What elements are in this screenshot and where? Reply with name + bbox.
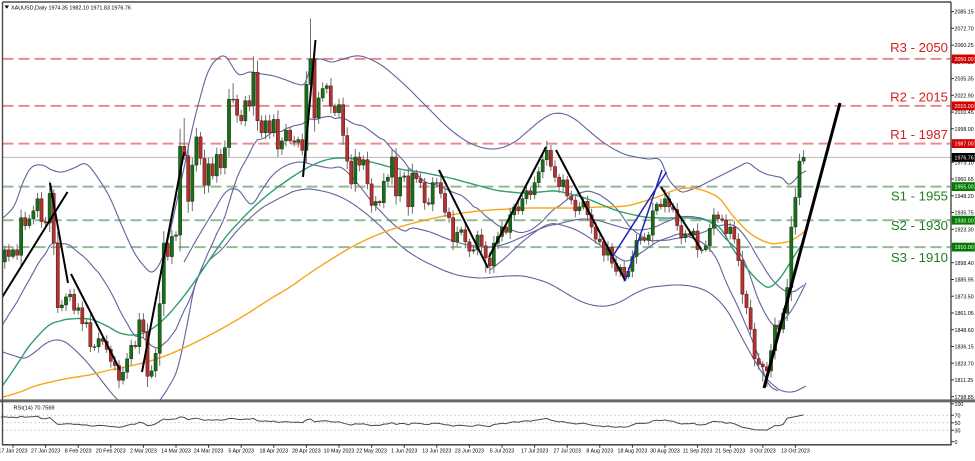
svg-text:1811.25: 1811.25 bbox=[955, 378, 974, 384]
svg-text:2050.00: 2050.00 bbox=[955, 57, 974, 63]
svg-text:1848.60: 1848.60 bbox=[955, 328, 974, 334]
svg-text:17 Jan 2023: 17 Jan 2023 bbox=[0, 449, 28, 455]
svg-text:1898.40: 1898.40 bbox=[955, 261, 974, 267]
svg-text:1 Jun 2023: 1 Jun 2023 bbox=[391, 449, 417, 455]
svg-text:2022.90: 2022.90 bbox=[955, 93, 974, 99]
svg-text:2085.15: 2085.15 bbox=[955, 10, 974, 16]
svg-text:8 Feb 2023: 8 Feb 2023 bbox=[65, 449, 92, 455]
svg-text:2035.35: 2035.35 bbox=[955, 77, 974, 83]
svg-text:S3 - 1910: S3 - 1910 bbox=[891, 250, 948, 265]
svg-text:RSI(14) 70.7569: RSI(14) 70.7569 bbox=[14, 406, 55, 412]
svg-text:30: 30 bbox=[955, 428, 961, 434]
svg-text:28 Apr 2023: 28 Apr 2023 bbox=[292, 449, 321, 455]
svg-text:13 Oct 2023: 13 Oct 2023 bbox=[781, 449, 810, 455]
svg-text:1823.70: 1823.70 bbox=[955, 361, 974, 367]
svg-text:5 Apr 2023: 5 Apr 2023 bbox=[228, 449, 254, 455]
svg-text:1910.00: 1910.00 bbox=[955, 245, 974, 251]
svg-text:1960.65: 1960.65 bbox=[955, 177, 974, 183]
svg-text:23 Jun 2023: 23 Jun 2023 bbox=[455, 449, 484, 455]
svg-text:100: 100 bbox=[955, 402, 964, 408]
svg-text:2015.00: 2015.00 bbox=[955, 104, 974, 110]
svg-text:R2 - 2015: R2 - 2015 bbox=[890, 90, 948, 105]
svg-text:17 Jul 2023: 17 Jul 2023 bbox=[521, 449, 548, 455]
svg-text:1873.50: 1873.50 bbox=[955, 294, 974, 300]
svg-text:0: 0 bbox=[955, 440, 958, 446]
svg-text:1923.30: 1923.30 bbox=[955, 227, 974, 233]
svg-text:11 Sep 2023: 11 Sep 2023 bbox=[683, 449, 713, 455]
svg-text:18 Apr 2023: 18 Apr 2023 bbox=[260, 449, 289, 455]
svg-text:1973.10: 1973.10 bbox=[955, 160, 974, 166]
svg-text:1935.75: 1935.75 bbox=[955, 211, 974, 217]
svg-text:1861.05: 1861.05 bbox=[955, 311, 974, 317]
svg-text:50: 50 bbox=[955, 421, 961, 427]
svg-text:18 Aug 2023: 18 Aug 2023 bbox=[618, 449, 648, 455]
svg-text:8 Aug 2023: 8 Aug 2023 bbox=[586, 449, 613, 455]
svg-text:14 Mar 2023: 14 Mar 2023 bbox=[161, 449, 191, 455]
svg-text:22 May 2023: 22 May 2023 bbox=[356, 449, 387, 455]
svg-text:5 Jul 2023: 5 Jul 2023 bbox=[490, 449, 514, 455]
svg-text:R1 - 1987: R1 - 1987 bbox=[890, 127, 948, 142]
svg-text:13 Jun 2023: 13 Jun 2023 bbox=[422, 449, 451, 455]
svg-text:1798.85: 1798.85 bbox=[955, 395, 974, 401]
svg-text:1987.00: 1987.00 bbox=[955, 142, 974, 148]
svg-text:1836.15: 1836.15 bbox=[955, 345, 974, 351]
svg-text:XAUUSD,Daily 1974.35 1982.10: XAUUSD,Daily 1974.35 1982.10 1971.83 197… bbox=[11, 5, 131, 11]
svg-text:1930.00: 1930.00 bbox=[955, 218, 974, 224]
svg-text:70: 70 bbox=[955, 413, 961, 419]
svg-text:1885.95: 1885.95 bbox=[955, 278, 974, 284]
svg-text:10 May 2023: 10 May 2023 bbox=[324, 449, 355, 455]
svg-text:2 Mar 2023: 2 Mar 2023 bbox=[130, 449, 157, 455]
svg-text:S2 - 1930: S2 - 1930 bbox=[891, 218, 948, 233]
svg-text:27 Jan 2023: 27 Jan 2023 bbox=[31, 449, 60, 455]
svg-text:21 Sep 2023: 21 Sep 2023 bbox=[715, 449, 745, 455]
svg-text:20 Feb 2023: 20 Feb 2023 bbox=[96, 449, 126, 455]
svg-text:30 Aug 2023: 30 Aug 2023 bbox=[650, 449, 680, 455]
svg-text:R3 - 2050: R3 - 2050 bbox=[890, 40, 948, 55]
svg-text:3 Oct 2023: 3 Oct 2023 bbox=[750, 449, 776, 455]
svg-text:24 Mar 2023: 24 Mar 2023 bbox=[194, 449, 224, 455]
svg-text:2060.25: 2060.25 bbox=[955, 43, 974, 49]
svg-text:2072.70: 2072.70 bbox=[955, 26, 974, 32]
svg-text:2010.45: 2010.45 bbox=[955, 110, 974, 116]
svg-text:1948.20: 1948.20 bbox=[955, 194, 974, 200]
svg-text:1998.00: 1998.00 bbox=[955, 127, 974, 133]
svg-text:1955.00: 1955.00 bbox=[955, 185, 974, 191]
svg-text:27 Jul 2023: 27 Jul 2023 bbox=[554, 449, 581, 455]
svg-text:S1 - 1955: S1 - 1955 bbox=[891, 189, 948, 204]
svg-text:1976.76: 1976.76 bbox=[955, 156, 974, 162]
